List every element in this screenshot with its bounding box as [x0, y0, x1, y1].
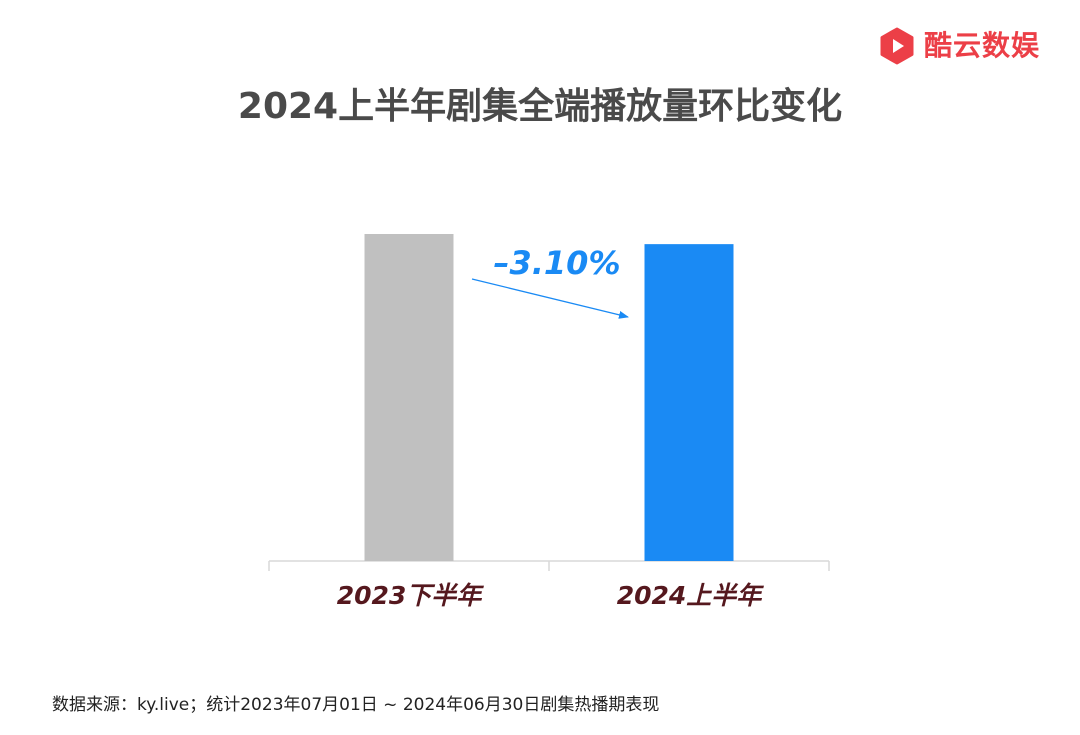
x-axis: [268, 560, 830, 571]
brand-name: 酷云数娱: [924, 29, 1041, 62]
bar-2023h2: [364, 234, 454, 561]
change-arrow: [471, 278, 629, 319]
play-icon: [880, 27, 914, 65]
source-note: 数据来源：ky.live；统计2023年07月01日 ~ 2024年06月30日…: [52, 695, 660, 715]
x-tick-label-2024h1: 2024上半年: [616, 581, 762, 610]
bars: [364, 234, 734, 561]
x-tick-label-2023h2: 2023下半年: [336, 581, 482, 610]
brand: 酷云数娱: [878, 24, 1040, 68]
bar-2024h1: [644, 244, 734, 561]
change-label: –3.10%: [493, 244, 621, 282]
chart-title: 2024上半年剧集全端播放量环比变化: [237, 86, 843, 127]
